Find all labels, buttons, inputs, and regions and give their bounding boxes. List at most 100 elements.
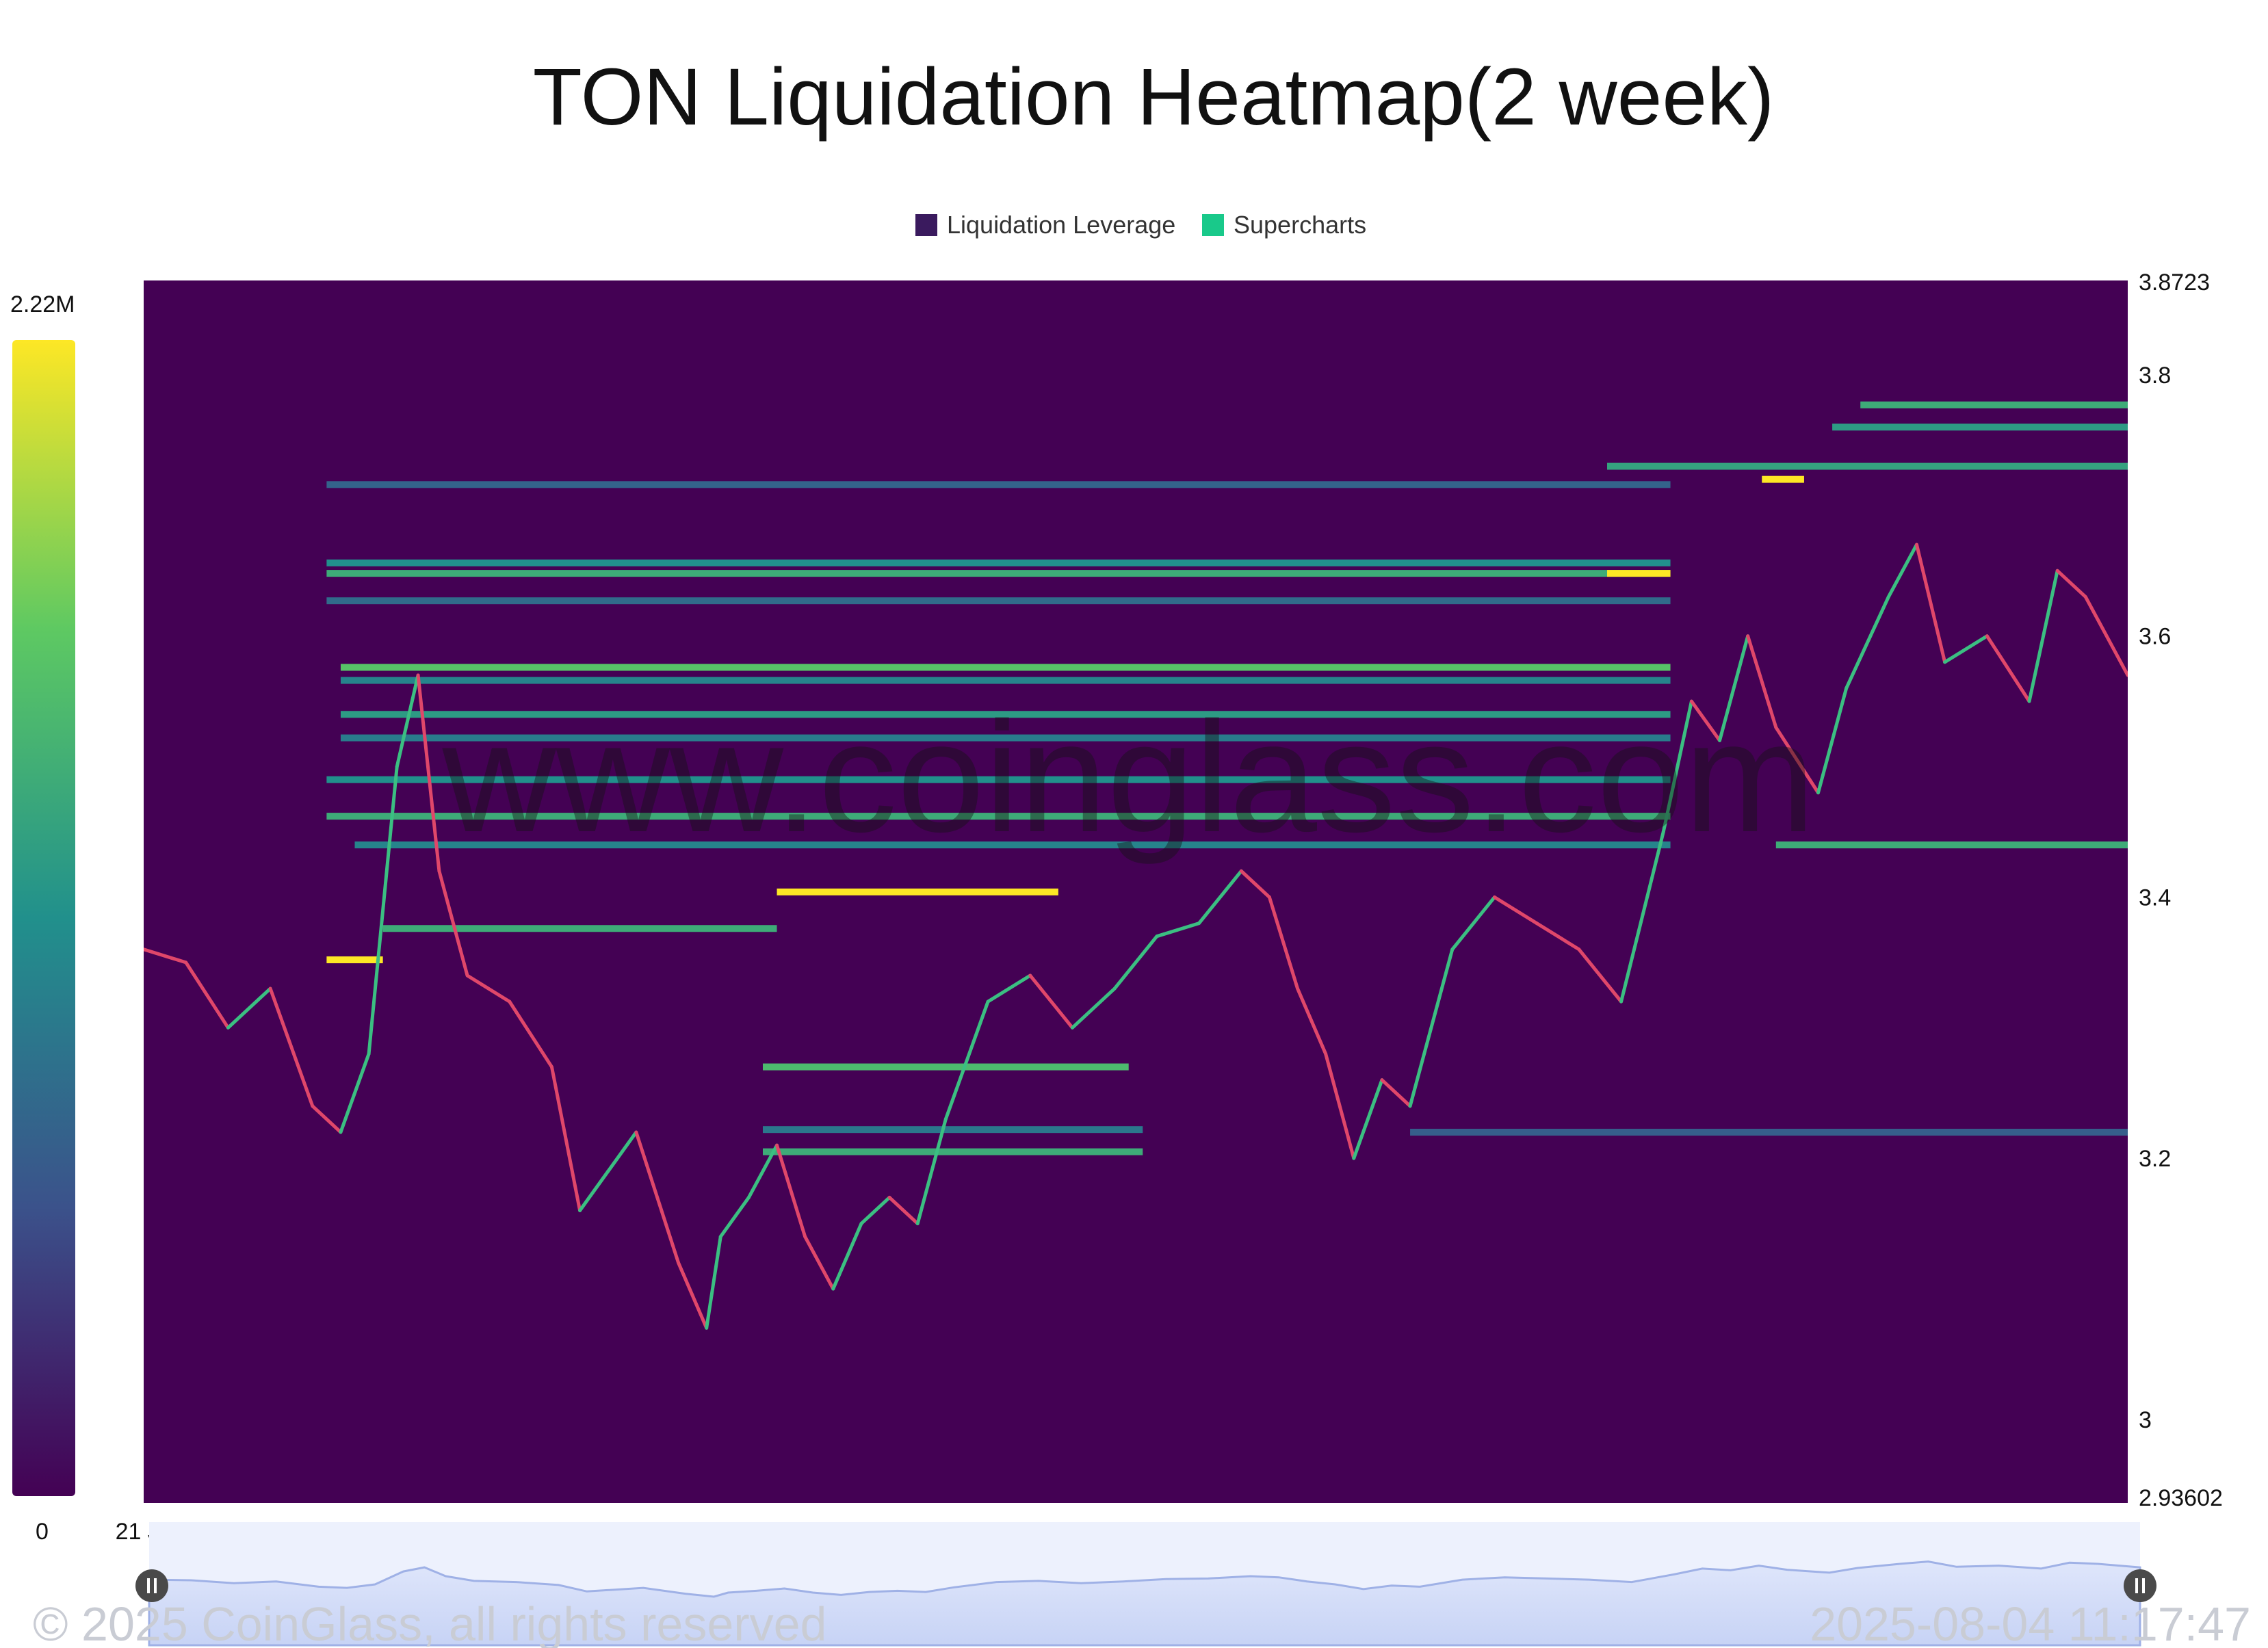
price-candle: [887, 1195, 920, 1226]
navigator-price-area: [148, 1560, 2141, 1647]
color-scale: 2.22M 0: [10, 291, 75, 1545]
price-candle: [1689, 699, 1722, 742]
y-tick-label: 2.93602: [2139, 1485, 2223, 1511]
price-candle: [1914, 542, 1947, 664]
price-candle: [1746, 634, 1778, 729]
liquidation-level-band: [340, 664, 1671, 671]
price-candle: [803, 1235, 835, 1291]
price-candle: [1028, 973, 1074, 1030]
liquidation-level-band: [326, 481, 1671, 488]
copyright-text: © 2025 CoinGlass, all rights reserved: [33, 1597, 826, 1648]
price-candle: [1380, 1078, 1412, 1108]
price-candle: [2055, 568, 2087, 599]
price-candle: [831, 1222, 863, 1291]
liquidation-level-band: [1832, 423, 2128, 431]
price-candles: [144, 542, 2128, 1330]
liquidation-level-band: [326, 956, 383, 964]
price-candle: [549, 1065, 582, 1213]
range-navigator[interactable]: [135, 1522, 2156, 1647]
price-candle: [184, 960, 230, 1030]
price-candle: [339, 1051, 371, 1134]
liquidation-levels: [326, 401, 2128, 1155]
price-candle: [144, 947, 188, 965]
price-candle: [1816, 686, 1849, 795]
price-candle: [915, 1117, 948, 1226]
price-candle: [986, 973, 1032, 1004]
y-tick-label: 3.2: [2139, 1146, 2171, 1172]
price-candle: [395, 673, 420, 769]
price-candle: [1197, 869, 1243, 926]
price-candle: [1450, 895, 1496, 952]
y-tick-label: 3.8723: [2139, 270, 2210, 296]
price-candle: [1985, 634, 2031, 703]
price-candle: [859, 1195, 891, 1226]
price-candle: [1112, 934, 1159, 991]
price-candle: [1845, 594, 1890, 690]
legend-swatch-liquidation: [915, 214, 937, 236]
price-candle: [465, 973, 512, 1004]
price-candle: [1492, 895, 1539, 926]
price-candle: [1352, 1078, 1384, 1160]
price-candle: [311, 1104, 343, 1134]
liquidation-level-band: [340, 677, 1671, 684]
y-axis: 3.8723 3.8 3.6 3.4 3.2 3 2.93602: [2139, 270, 2223, 1511]
color-scale-bar: [12, 340, 75, 1496]
price-candle: [416, 673, 441, 873]
price-candle: [1267, 895, 1300, 991]
price-candle: [1619, 830, 1665, 1004]
navigator-right-handle[interactable]: [2124, 1569, 2156, 1602]
price-candle: [1239, 869, 1271, 899]
price-candle: [437, 869, 469, 978]
price-candle: [1070, 986, 1117, 1030]
y-tick-label: 3.4: [2139, 885, 2171, 911]
liquidation-level-band: [326, 559, 1671, 566]
price-candle: [1324, 1051, 1356, 1160]
price-candle: [2083, 594, 2128, 677]
timestamp-text: 2025-08-04 11:17:47: [1810, 1597, 2251, 1648]
price-candle: [2027, 568, 2059, 703]
liquidation-level-band: [326, 813, 1671, 820]
liquidation-level-band: [762, 1126, 1143, 1134]
price-candle: [718, 1195, 751, 1239]
color-scale-min-label: 0: [36, 1519, 49, 1545]
price-candle: [705, 1235, 722, 1330]
liquidation-level-band: [340, 711, 1671, 718]
legend-label-supercharts[interactable]: Supercharts: [1234, 211, 1366, 239]
y-tick-label: 3.8: [2139, 363, 2171, 389]
liquidation-level-band: [1607, 462, 2128, 470]
price-candle: [367, 765, 399, 1056]
price-candle: [1408, 947, 1455, 1108]
price-candle: [1535, 921, 1581, 952]
liquidation-level-band: [762, 1148, 1143, 1155]
price-candle: [775, 1143, 807, 1239]
price-candle: [226, 986, 272, 1030]
liquidation-level-band: [1607, 570, 1671, 577]
liquidation-level-band: [326, 597, 1671, 605]
liquidation-level-band: [1775, 841, 2128, 849]
liquidation-level-band: [340, 734, 1671, 742]
liquidation-level-band: [354, 841, 1671, 849]
liquidation-level-band: [382, 925, 777, 932]
watermark: www.coinglass.com: [442, 689, 1816, 865]
legend: Liquidation Leverage Supercharts: [915, 211, 1366, 239]
price-candle: [508, 999, 553, 1069]
liquidation-level-band: [326, 776, 1671, 783]
price-candle: [1296, 986, 1328, 1056]
liquidation-level-band: [326, 570, 1671, 577]
liquidation-level-band: [1762, 475, 1804, 483]
price-candle: [1886, 542, 1918, 599]
price-candle: [1943, 634, 1989, 664]
liquidation-level-band: [762, 1063, 1129, 1071]
price-candle: [634, 1130, 681, 1265]
navigator-left-handle[interactable]: [135, 1569, 168, 1602]
price-candle: [677, 1261, 709, 1330]
legend-swatch-supercharts: [1202, 214, 1224, 236]
price-candle: [1661, 699, 1693, 834]
liquidation-level-band: [1410, 1128, 2128, 1136]
legend-label-liquidation[interactable]: Liquidation Leverage: [947, 211, 1175, 239]
chart-title: TON Liquidation Heatmap(2 week): [533, 52, 1775, 142]
price-candle: [1774, 725, 1821, 795]
price-candle: [578, 1169, 610, 1213]
y-tick-label: 3.6: [2139, 624, 2171, 650]
